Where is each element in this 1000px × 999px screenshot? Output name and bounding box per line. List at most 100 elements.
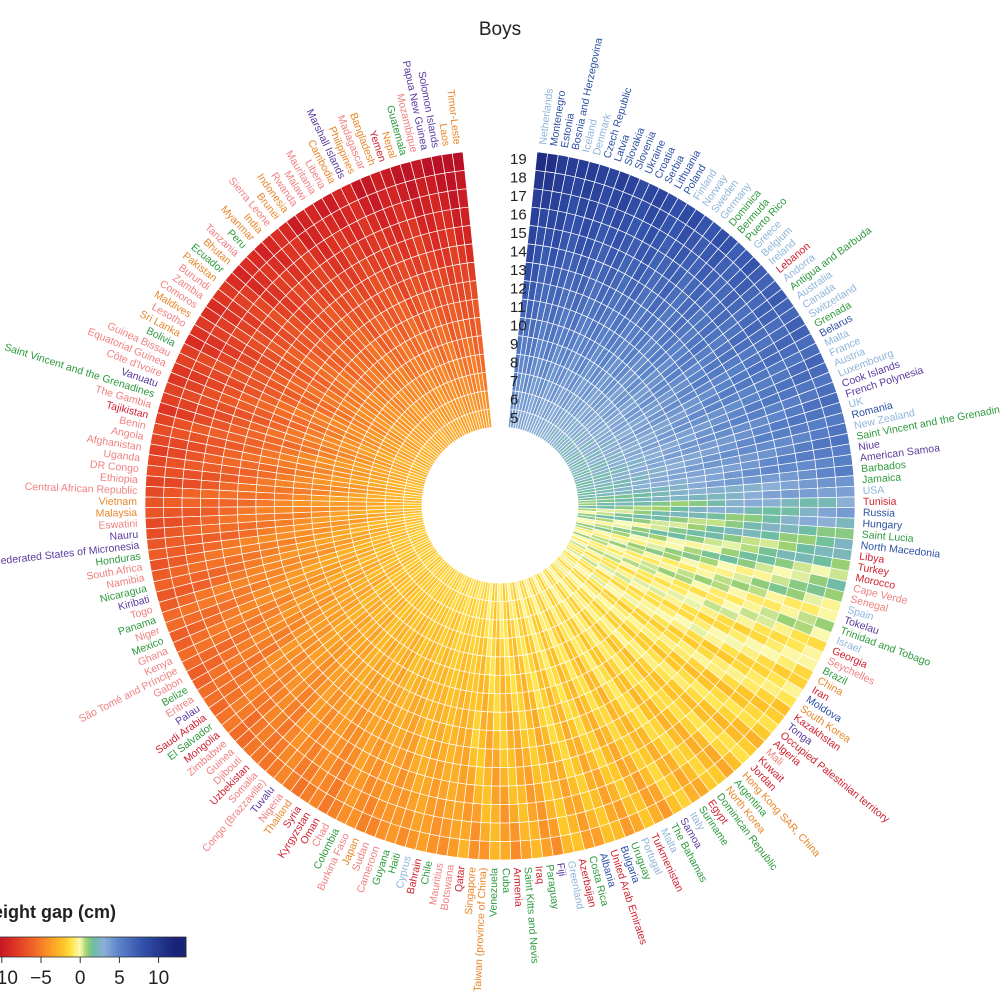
heatmap-cell — [761, 489, 782, 500]
country-label: Barbados — [861, 459, 907, 475]
country-label: Tunisia — [863, 496, 897, 508]
heatmap-cell — [669, 500, 690, 507]
legend-swatch — [21, 937, 25, 957]
heatmap-cell — [724, 484, 745, 494]
legend-swatch — [7, 937, 11, 957]
heatmap-cell — [499, 711, 508, 732]
heatmap-cell — [798, 478, 818, 490]
legend-swatch — [178, 937, 182, 957]
heatmap-cell — [499, 619, 505, 639]
heatmap-cell — [632, 496, 653, 503]
legend-swatch — [159, 937, 162, 957]
age-label: 10 — [510, 317, 527, 334]
legend-swatch — [171, 937, 175, 957]
legend-swatch — [139, 937, 143, 957]
heatmap-cell — [816, 476, 837, 489]
legend-swatch — [14, 937, 18, 957]
age-label: 6 — [510, 391, 518, 408]
legend-swatch — [95, 937, 99, 957]
country-label: Saint Lucia — [861, 529, 914, 545]
heatmap-cell — [163, 476, 184, 489]
legend-swatch — [80, 937, 84, 957]
heatmap-cell — [499, 582, 504, 602]
heatmap-cell — [499, 656, 506, 676]
heatmap-cell — [798, 487, 819, 499]
heatmap-cell — [200, 523, 221, 535]
legend-swatch — [151, 937, 155, 957]
legend-swatch — [105, 937, 109, 957]
heatmap-cell — [499, 767, 509, 787]
heatmap-cell — [505, 711, 514, 731]
legend-swatch — [114, 937, 118, 957]
legend-swatch — [75, 937, 79, 957]
legend-swatch — [39, 937, 42, 957]
heatmap-cell — [273, 506, 294, 514]
heatmap-cell — [310, 505, 331, 513]
heatmap-cell — [200, 497, 220, 508]
heatmap-cell — [817, 506, 837, 518]
heatmap-cell — [516, 784, 528, 805]
legend-swatch — [163, 937, 167, 957]
legend-swatch — [119, 937, 123, 957]
legend-swatch — [112, 937, 116, 957]
heatmap-cell — [237, 513, 257, 524]
heatmap-cell — [491, 767, 501, 787]
legend-swatch — [168, 937, 172, 957]
heatmap-cell — [499, 785, 510, 805]
heatmap-cell — [273, 499, 294, 507]
heatmap-cell — [490, 804, 501, 824]
heatmap-cell — [182, 524, 203, 537]
legend-swatch — [31, 937, 35, 957]
heatmap-cell — [292, 499, 312, 507]
heatmap-cell — [688, 499, 708, 507]
heatmap-cell — [292, 511, 313, 520]
heatmap-cell — [817, 496, 837, 508]
legend-swatch — [61, 937, 64, 957]
country-label: Benin — [118, 415, 147, 433]
legend-swatch — [29, 937, 33, 957]
heatmap-cell — [163, 486, 183, 499]
heatmap-cell — [725, 491, 745, 501]
heatmap-cell — [742, 482, 763, 493]
heatmap-cell — [596, 502, 616, 507]
legend-tick-label: 5 — [114, 968, 125, 989]
legend-swatch — [51, 937, 55, 957]
legend-tick-label: 0 — [75, 968, 86, 989]
heatmap-cell — [492, 711, 501, 732]
legend-swatch — [110, 937, 113, 957]
heatmap-cell — [493, 674, 501, 695]
legend-swatch — [12, 937, 15, 957]
heatmap-cell — [651, 500, 671, 507]
legend-swatch — [46, 937, 50, 957]
legend-swatch — [24, 937, 28, 957]
legend-swatch — [134, 937, 138, 957]
legend-swatch — [173, 937, 177, 957]
heatmap-cell — [499, 804, 510, 824]
heatmap-cell — [529, 838, 543, 859]
legend-swatch — [48, 937, 52, 957]
legend-swatch — [156, 937, 160, 957]
legend-swatch — [90, 937, 94, 957]
heatmap-cell — [815, 466, 836, 480]
legend-swatch — [53, 937, 57, 957]
heatmap-cell — [329, 505, 349, 512]
heatmap-cell — [762, 498, 782, 508]
legend-swatch — [107, 937, 111, 957]
legend-swatch — [129, 937, 133, 957]
chart-title: Boys — [479, 19, 521, 40]
heatmap-cell — [780, 497, 800, 508]
country-label: Haiti — [386, 852, 403, 876]
heatmap-cell — [743, 506, 764, 516]
heatmap-cell — [218, 514, 239, 525]
country-label: Vietnam — [99, 496, 138, 508]
age-label: 15 — [510, 225, 527, 242]
heatmap-cell — [489, 822, 501, 842]
heatmap-cell — [481, 785, 492, 805]
legend-tick-label: −10 — [0, 968, 18, 989]
legend-swatch — [56, 937, 60, 957]
country-label: USA — [863, 484, 885, 497]
country-label: DR Congo — [89, 459, 139, 476]
heatmap-cell — [219, 522, 239, 533]
country-label: Chile — [419, 860, 435, 886]
